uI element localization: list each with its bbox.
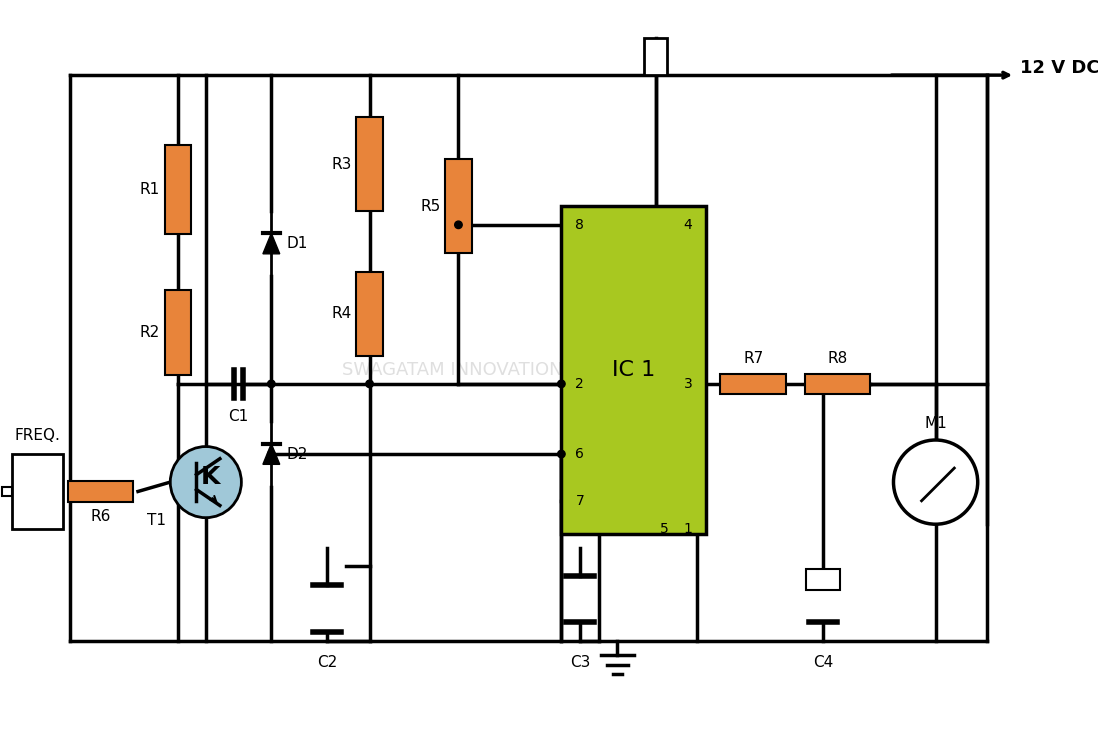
Text: R2: R2 [139,325,160,340]
Text: 4: 4 [684,218,693,232]
Text: 3: 3 [684,377,693,391]
Bar [165,290,191,375]
Circle shape [558,451,565,458]
Bar [12,454,64,529]
Text: C3: C3 [570,655,591,670]
Circle shape [366,380,373,387]
Bar [68,481,133,502]
Bar [446,159,471,253]
Circle shape [455,221,462,229]
Bar [165,146,191,234]
Text: C1: C1 [228,409,249,424]
Text: M1: M1 [925,416,946,431]
Bar [643,37,668,75]
Circle shape [268,380,276,387]
Text: C4: C4 [814,655,833,670]
Text: C2: C2 [317,655,337,670]
Bar [357,117,383,211]
Text: R5: R5 [421,198,440,214]
Text: 12 V DC: 12 V DC [1020,59,1098,76]
Bar [806,569,840,589]
Circle shape [558,380,565,387]
Text: 6: 6 [575,447,584,461]
Text: 1: 1 [683,522,693,536]
Circle shape [268,451,276,458]
Text: R4: R4 [332,306,351,321]
Text: R3: R3 [332,157,351,171]
Text: 8: 8 [575,218,584,232]
Circle shape [894,440,977,524]
Text: D2: D2 [287,447,307,462]
Text: 7: 7 [575,494,584,508]
Polygon shape [262,233,280,254]
Bar [720,373,786,394]
Text: 2: 2 [575,377,584,391]
Text: R7: R7 [743,351,763,366]
Text: R1: R1 [139,182,160,197]
Bar [561,206,706,534]
Text: 5: 5 [660,522,669,536]
Text: SWAGATAM INNOVATIONS: SWAGATAM INNOVATIONS [343,361,574,379]
Text: R6: R6 [90,509,111,524]
Polygon shape [262,444,280,465]
Text: K: K [201,465,221,490]
Bar [805,373,870,394]
Text: T1: T1 [147,513,166,528]
Text: R8: R8 [827,351,848,366]
Bar [357,272,383,356]
Text: D1: D1 [287,236,307,251]
Circle shape [170,447,242,517]
Text: FREQ.: FREQ. [14,428,60,442]
Bar [2,487,12,496]
Text: IC 1: IC 1 [613,360,656,380]
